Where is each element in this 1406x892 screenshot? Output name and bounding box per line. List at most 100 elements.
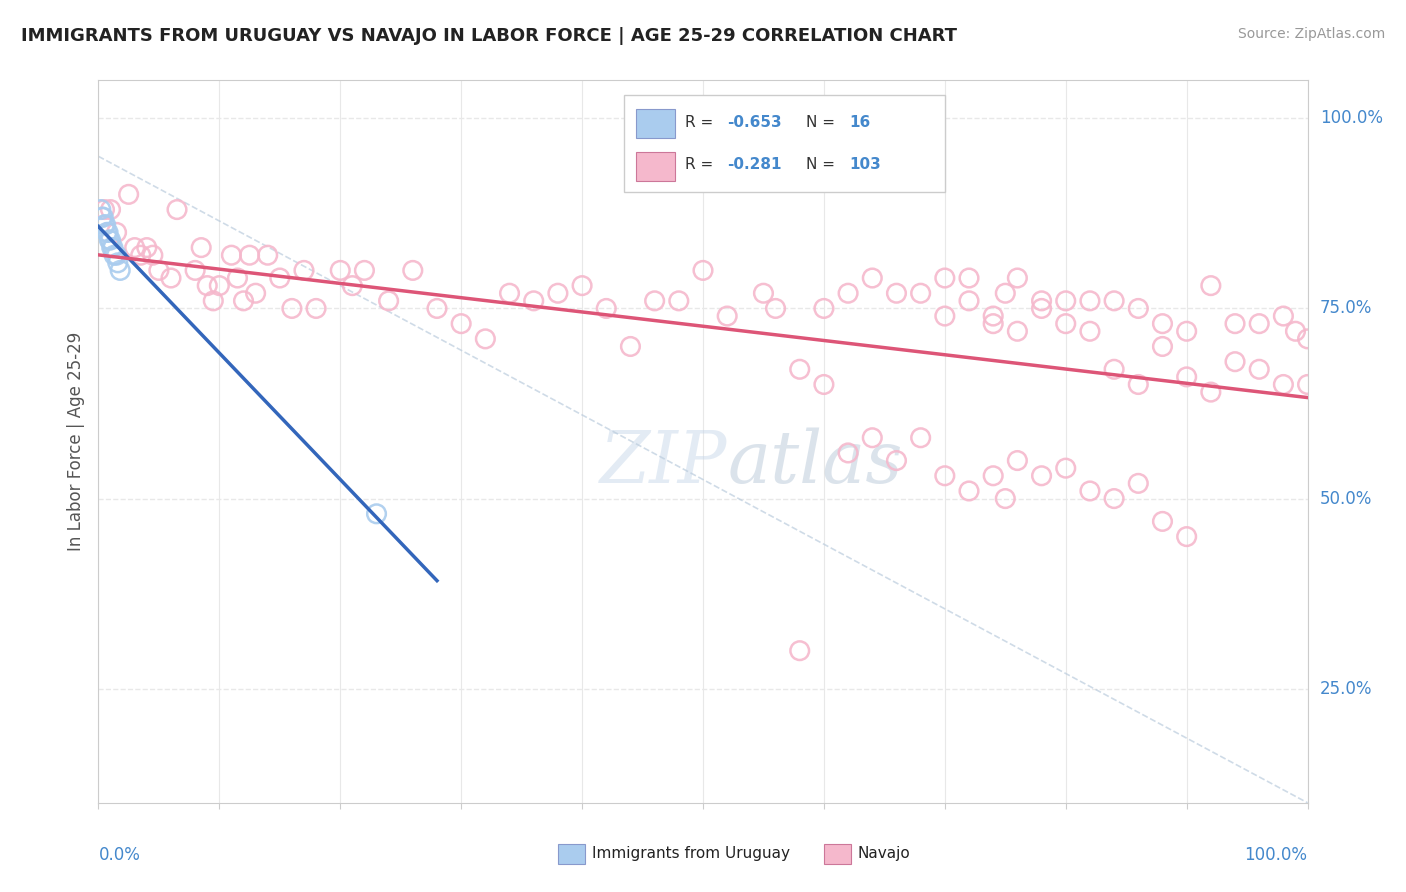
FancyBboxPatch shape: [624, 95, 945, 193]
Point: [1128, 476, 1150, 491]
Point: [692, 263, 714, 277]
Point: [426, 301, 449, 316]
Point: [129, 248, 152, 262]
Y-axis label: In Labor Force | Age 25-29: In Labor Force | Age 25-29: [66, 332, 84, 551]
Point: [523, 293, 546, 308]
Point: [1054, 461, 1077, 475]
Text: R =: R =: [685, 158, 718, 172]
Point: [886, 286, 908, 301]
Point: [91, 210, 114, 224]
Point: [994, 286, 1017, 301]
Point: [342, 278, 364, 293]
Point: [184, 263, 207, 277]
Point: [329, 263, 352, 277]
Text: Source: ZipAtlas.com: Source: ZipAtlas.com: [1237, 27, 1385, 41]
Point: [934, 271, 956, 285]
Point: [107, 256, 129, 270]
Text: 100.0%: 100.0%: [1244, 847, 1308, 864]
Text: Immigrants from Uruguay: Immigrants from Uruguay: [592, 846, 790, 861]
Point: [1152, 339, 1174, 353]
Point: [124, 241, 146, 255]
Point: [377, 293, 399, 308]
Point: [1223, 354, 1246, 368]
Point: [957, 271, 980, 285]
Point: [94, 218, 117, 232]
Point: [256, 248, 278, 262]
Point: [101, 241, 124, 255]
Point: [232, 293, 254, 308]
Point: [1078, 293, 1101, 308]
Point: [1128, 301, 1150, 316]
Point: [1007, 453, 1029, 467]
Point: [981, 468, 1004, 483]
Point: [644, 293, 666, 308]
Text: 50.0%: 50.0%: [1320, 490, 1372, 508]
Point: [571, 278, 593, 293]
Point: [1199, 278, 1222, 293]
Point: [281, 301, 304, 316]
Point: [1102, 491, 1125, 506]
Point: [208, 278, 231, 293]
Point: [366, 507, 388, 521]
Point: [202, 293, 225, 308]
Point: [1175, 370, 1198, 384]
Point: [1128, 377, 1150, 392]
Point: [498, 286, 520, 301]
Point: [100, 241, 122, 255]
Point: [981, 309, 1004, 323]
Point: [239, 248, 262, 262]
Point: [353, 263, 375, 277]
Point: [450, 317, 472, 331]
Point: [105, 226, 128, 240]
Point: [98, 233, 121, 247]
Bar: [637, 152, 675, 181]
Point: [716, 309, 738, 323]
Text: N =: N =: [806, 158, 839, 172]
Point: [547, 286, 569, 301]
Point: [1199, 385, 1222, 400]
Point: [981, 317, 1004, 331]
Point: [93, 218, 115, 232]
Text: R =: R =: [685, 114, 718, 129]
Point: [221, 248, 243, 262]
Text: Navajo: Navajo: [858, 846, 911, 861]
Point: [100, 233, 122, 247]
Point: [1054, 317, 1077, 331]
Point: [1272, 309, 1295, 323]
Text: 16: 16: [849, 114, 870, 129]
Point: [90, 202, 112, 217]
Point: [105, 248, 128, 262]
Point: [166, 202, 188, 217]
Point: [957, 483, 980, 498]
Point: [619, 339, 641, 353]
Text: 75.0%: 75.0%: [1320, 300, 1372, 318]
Point: [100, 202, 122, 217]
Point: [1078, 324, 1101, 338]
Point: [860, 431, 883, 445]
Point: [118, 187, 141, 202]
Point: [96, 226, 118, 240]
Point: [789, 643, 811, 657]
Point: [195, 278, 218, 293]
Point: [1152, 515, 1174, 529]
Text: 0.0%: 0.0%: [98, 847, 141, 864]
Text: -0.281: -0.281: [727, 158, 782, 172]
Point: [1007, 271, 1029, 285]
Point: [474, 332, 496, 346]
Text: 100.0%: 100.0%: [1320, 110, 1382, 128]
Point: [245, 286, 267, 301]
Point: [1031, 468, 1053, 483]
Point: [1284, 324, 1306, 338]
Point: [813, 301, 835, 316]
Point: [1175, 324, 1198, 338]
Point: [910, 431, 932, 445]
Point: [1272, 377, 1295, 392]
Text: N =: N =: [806, 114, 839, 129]
Point: [886, 453, 908, 467]
Point: [934, 468, 956, 483]
Bar: [824, 844, 851, 864]
Point: [93, 202, 115, 217]
Point: [1031, 301, 1053, 316]
Point: [994, 491, 1017, 506]
Point: [226, 271, 249, 285]
